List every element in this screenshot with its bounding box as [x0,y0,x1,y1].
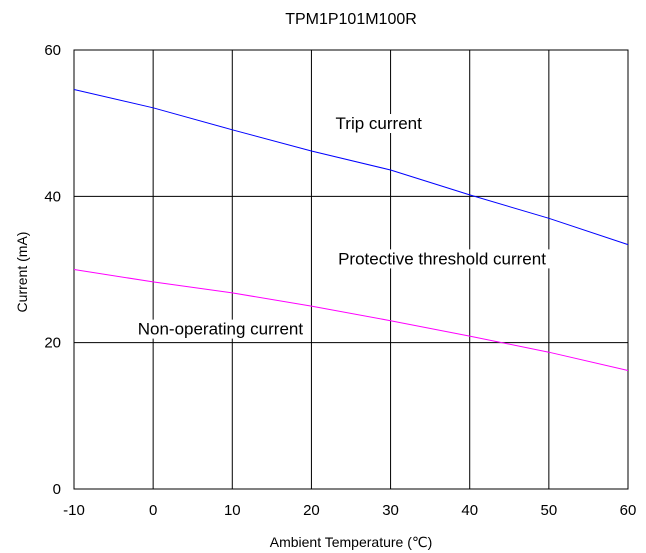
y-tick-label: 0 [53,481,61,498]
annotation-background [331,114,427,134]
annotation-trip-current: Trip current [336,114,423,133]
series-line-1 [73,89,629,246]
x-tick-label: -10 [63,502,85,519]
x-axis-ticks: -10 0 10 20 30 40 50 60 [63,502,636,519]
x-axis-label: Ambient Temperature (℃) [270,534,433,550]
y-axis-ticks: 0 20 40 60 [44,42,61,498]
x-tick-label: 20 [303,502,320,519]
x-tick-label: 0 [149,502,157,519]
series-line-2 [73,269,629,371]
annotations: Trip current Protective threshold current… [133,114,551,339]
x-tick-label: 40 [461,502,478,519]
y-tick-label: 40 [44,188,61,205]
y-tick-label: 20 [44,335,61,352]
x-tick-label: 30 [382,502,399,519]
chart-title: TPM1P101M100R [285,11,417,28]
annotation-background [133,319,308,339]
y-tick-label: 60 [44,42,61,59]
x-tick-label: 50 [541,502,558,519]
x-tick-label: 10 [224,502,241,519]
series-lines [73,89,629,371]
annotation-non-operating-current: Non-operating current [138,320,304,339]
annotation-protective-threshold-current: Protective threshold current [338,249,546,268]
y-axis-label: Current (mA) [14,232,30,313]
x-tick-label: 60 [620,502,637,519]
annotation-background [334,249,551,269]
